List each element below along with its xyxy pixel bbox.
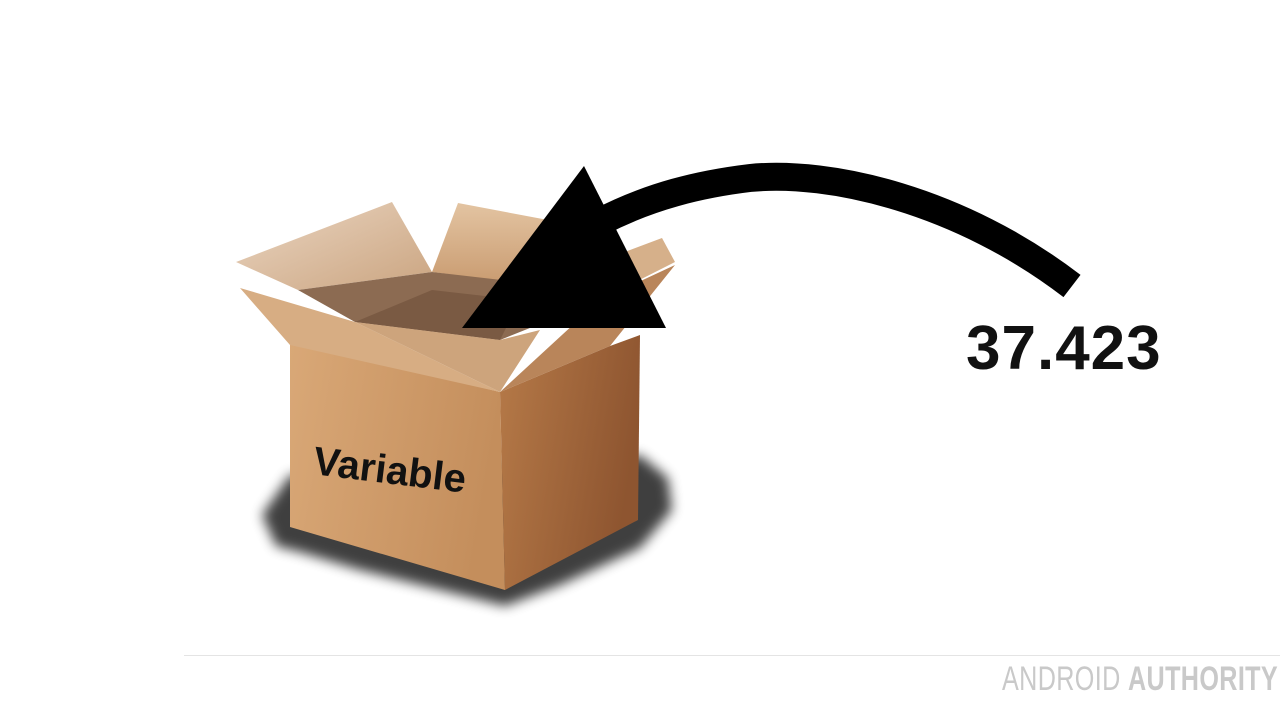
watermark-part2: AUTHORITY [1127, 660, 1279, 698]
box-front-face [290, 340, 505, 590]
arrow-head-icon [462, 166, 666, 328]
box-front-top-flap [355, 322, 540, 392]
box-left-back-flap [236, 202, 432, 290]
watermark-logo: ANDROID AUTHORITY [1002, 662, 1278, 696]
box-left-front-flap [240, 288, 500, 392]
arrow-shaft [593, 162, 1081, 298]
box-side-face [500, 335, 640, 590]
value-label: 37.423 [966, 314, 1162, 383]
watermark-part1: ANDROID [1002, 660, 1121, 698]
divider [184, 655, 1280, 656]
